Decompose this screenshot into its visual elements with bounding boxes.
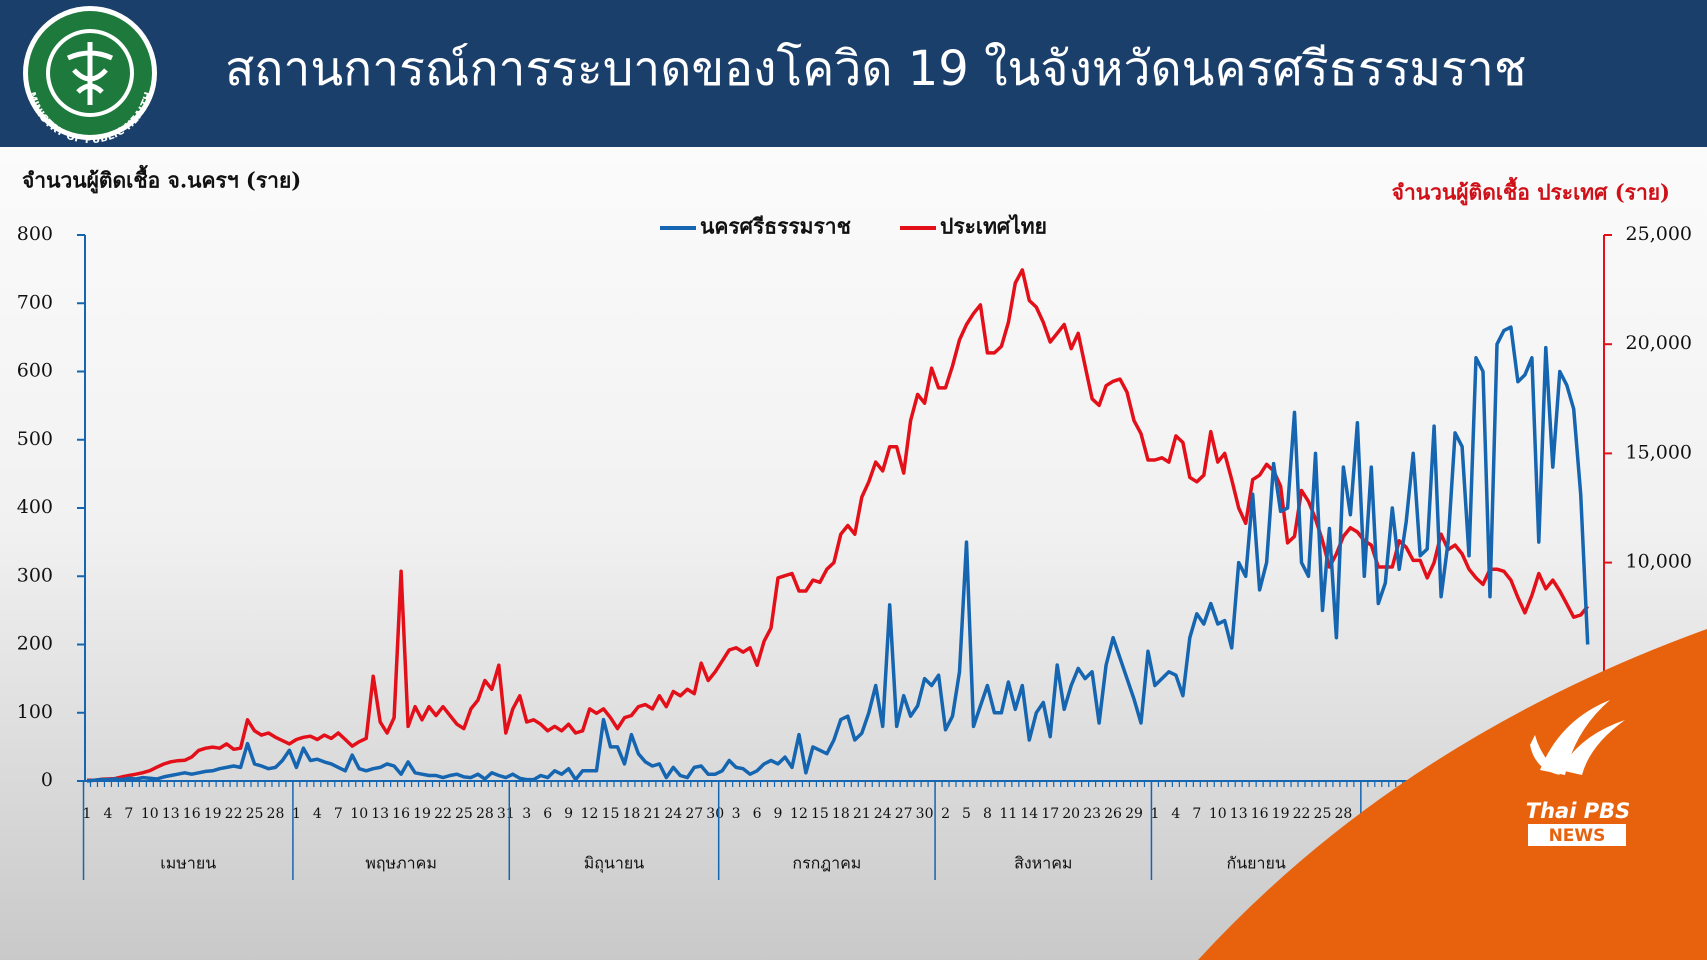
x-tick-label: 29 (1125, 806, 1143, 822)
y-tick-label: 200 (17, 633, 53, 655)
x-tick-label: 22 (1293, 806, 1311, 822)
month-label: เมษายน (160, 854, 216, 873)
month-label: มิถุนายน (584, 854, 645, 874)
x-tick-label: 25 (1314, 806, 1332, 822)
x-tick-label: 13 (162, 806, 180, 822)
x-tick-label: 24 (874, 806, 892, 822)
x-tick-label: 8 (983, 806, 992, 822)
x-tick-label: 4 (313, 806, 322, 822)
x-tick-label: 19 (1272, 806, 1290, 822)
y2-tick-label: 25,000 (1626, 223, 1692, 245)
x-tick-label: 3 (732, 806, 741, 822)
y-axis-title: จำนวนผู้ติดเชื้อ จ.นครฯ (ราย) (22, 165, 301, 195)
x-tick-label: 7 (124, 806, 133, 822)
x-tick-label: 30 (706, 806, 724, 822)
series-line (87, 268, 1590, 783)
x-tick-label: 6 (753, 806, 762, 822)
y-tick-label: 500 (17, 428, 53, 450)
x-tick-label: 15 (811, 806, 829, 822)
x-tick-label: 13 (1230, 806, 1248, 822)
x-tick-label: 16 (1251, 806, 1269, 822)
y-tick-label: 600 (17, 360, 53, 382)
x-tick-label: 5 (962, 806, 971, 822)
x-tick-label: 28 (1334, 806, 1352, 822)
y2-tick-label: 20,000 (1626, 332, 1692, 354)
x-tick-label: 7 (1192, 806, 1201, 822)
x-tick-label: 2 (941, 806, 950, 822)
x-tick-label: 13 (371, 806, 389, 822)
header-title: สถานการณ์การระบาดของโควิด 19 ในจังหวัดนค… (225, 41, 1526, 97)
x-tick-label: 4 (103, 806, 112, 822)
x-tick-label: 26 (1104, 806, 1122, 822)
x-tick-label: 9 (564, 806, 573, 822)
x-tick-label: 10 (141, 806, 159, 822)
x-tick-label: 1 (1150, 806, 1159, 822)
x-tick-label: 27 (895, 806, 913, 822)
brand-tag: NEWS (1549, 826, 1606, 846)
y-tick-label: 0 (41, 769, 53, 791)
month-label: กันยายน (1227, 854, 1286, 873)
y-tick-label: 700 (17, 291, 53, 313)
x-tick-label: 9 (774, 806, 783, 822)
x-tick-label: 14 (1020, 806, 1038, 822)
month-label: กรกฎาคม (792, 854, 861, 873)
x-tick-label: 10 (350, 806, 368, 822)
x-tick-label: 25 (455, 806, 473, 822)
y-tick-label: 300 (17, 564, 53, 586)
x-tick-label: 3 (522, 806, 531, 822)
x-tick-label: 12 (581, 806, 599, 822)
x-tick-label: 11 (999, 806, 1017, 822)
x-tick-label: 16 (183, 806, 201, 822)
brand-name: Thai PBS (1526, 799, 1630, 823)
x-tick-label: 10 (1209, 806, 1227, 822)
y-tick-label: 800 (17, 223, 53, 245)
x-tick-label: 24 (664, 806, 682, 822)
x-tick-label: 17 (1041, 806, 1059, 822)
brand-emblem (1530, 700, 1625, 775)
y-tick-label: 400 (17, 496, 53, 518)
x-tick-label: 6 (543, 806, 552, 822)
x-tick-label: 25 (246, 806, 264, 822)
x-tick-label: 20 (1062, 806, 1080, 822)
plot: 0 100 200 300 400 500 600 700 800 10,000 15,000 20,… (17, 214, 1692, 880)
series-line (86, 325, 1590, 783)
x-tick-label: 19 (413, 806, 431, 822)
orange-swoosh (1198, 629, 1707, 960)
legend-label: ประเทศไทย (940, 214, 1047, 239)
y2-axis-title: จำนวนผู้ติดเชื้อ ประเทศ (ราย) (1392, 177, 1670, 207)
logo-emblem (66, 42, 114, 105)
x-tick-label: 18 (623, 806, 641, 822)
x-tick-label: 1 (83, 806, 92, 822)
brand-overlay: Thai PBS NEWS (1198, 629, 1707, 960)
x-tick-label: 30 (916, 806, 934, 822)
x-tick-label: 27 (685, 806, 703, 822)
header-band (0, 0, 1707, 147)
x-tick-label: 4 (1171, 806, 1180, 822)
x-tick-label: 15 (602, 806, 620, 822)
y2-tick-label: 10,000 (1626, 551, 1692, 573)
y-tick-label: 100 (17, 701, 53, 723)
x-tick-label: 28 (476, 806, 494, 822)
x-tick-label: 7 (334, 806, 343, 822)
x-tick-label: 21 (643, 806, 661, 822)
legend-label: นครศรีธรรมราช (700, 214, 851, 239)
x-tick-label: 28 (267, 806, 285, 822)
y2-tick-label: 15,000 (1626, 441, 1692, 463)
x-tick-label: 18 (832, 806, 850, 822)
x-tick-label: 22 (434, 806, 452, 822)
logo: MINISTRY OF PUBLIC HEALTH (23, 6, 157, 146)
x-tick-label: 31 (497, 806, 515, 822)
x-tick-label: 21 (853, 806, 871, 822)
x-tick-label: 19 (204, 806, 222, 822)
x-tick-label: 23 (1083, 806, 1101, 822)
brand-tag-box (1528, 824, 1626, 846)
month-label: สิงหาคม (1014, 854, 1072, 873)
month-label: พฤษภาคม (365, 854, 437, 873)
x-tick-label: 22 (225, 806, 243, 822)
x-tick-label: 12 (790, 806, 808, 822)
x-tick-label: 16 (392, 806, 410, 822)
x-tick-label: 1 (292, 806, 301, 822)
